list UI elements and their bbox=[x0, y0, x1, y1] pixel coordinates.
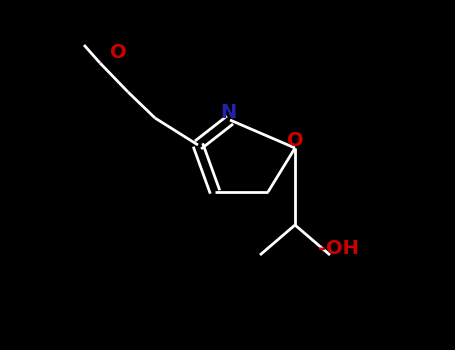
Text: -OH: -OH bbox=[318, 238, 359, 258]
Text: O: O bbox=[110, 42, 126, 62]
Text: N: N bbox=[220, 103, 236, 121]
Text: O: O bbox=[287, 131, 303, 149]
